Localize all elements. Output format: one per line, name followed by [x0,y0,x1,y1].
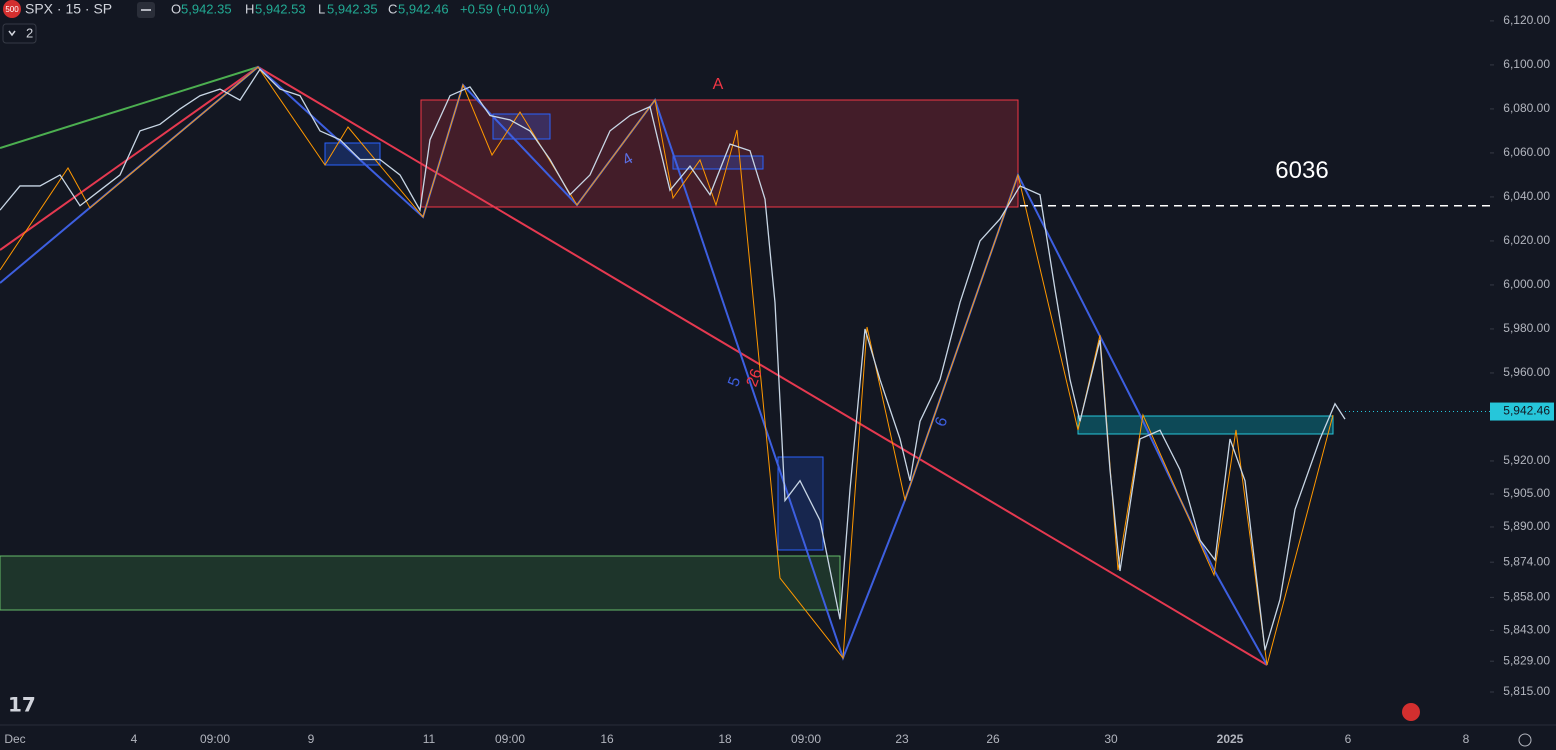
y-tick-label: 5,815.00 [1503,684,1550,698]
y-tick-label: 5,829.00 [1503,653,1550,667]
change-value: +0.59 (+0.01%) [460,1,550,16]
level-label: 6036 [1275,157,1328,184]
y-tick-label: 5,890.00 [1503,519,1550,533]
x-tick-label: 6 [1345,732,1352,746]
x-tick-label: 18 [718,732,732,746]
y-tick-label: 6,120.00 [1503,13,1550,27]
indicators-toggle[interactable] [2,23,37,44]
low-value: 5,942.35 [327,1,378,16]
header: 500 SPX · 15 · SP O 5,942.35 H 5,942.53 … [2,0,550,44]
annotation: 6 [932,415,951,429]
indicators-count: 2 [26,25,33,40]
y-tick-label: 5,960.00 [1503,365,1550,379]
x-tick-label: 09:00 [495,732,525,746]
y-tick-label: 5,905.00 [1503,486,1550,500]
drawings [0,65,1334,666]
y-tick-label: 5,858.00 [1503,590,1550,604]
last-price-tag [1490,402,1554,421]
y-tick-label: 6,040.00 [1503,189,1550,203]
open-value: 5,942.35 [181,1,232,16]
x-tick-label: 30 [1104,732,1118,746]
resistance-zone [1077,415,1334,435]
x-tick-label: 2025 [1217,732,1244,746]
market-flag[interactable] [1402,703,1420,721]
x-tick-label: 23 [895,732,909,746]
x-tick-label: 09:00 [200,732,230,746]
y-tick-label: 6,020.00 [1503,233,1550,247]
trend-line [0,66,259,149]
x-tick-label: 4 [131,732,138,746]
box [672,155,764,170]
supply-zone [420,99,1019,208]
x-tick-label: 09:00 [791,732,821,746]
wave-line [0,65,1268,666]
y-tick-label: 6,080.00 [1503,101,1550,115]
chevron [8,30,16,37]
price-line [0,68,1346,651]
demand-zone [0,555,841,611]
x-tick-label: 11 [423,732,436,746]
symbol-icon [3,0,21,18]
y-tick-label: 6,100.00 [1503,57,1550,71]
symbol-badge: 500 [5,5,19,14]
y-tick-label: 5,874.00 [1503,554,1550,568]
y-tick-label: 6,060.00 [1503,145,1550,159]
high-value: 5,942.53 [255,1,306,16]
low-label: L [318,1,325,16]
y-tick-label: 6,000.00 [1503,277,1550,291]
x-tick-label: 9 [308,732,315,746]
x-tick-label: Dec [4,732,25,746]
last-price-label: 5,942.46 [1503,404,1550,418]
x-tick-label: 26 [986,732,1000,746]
y-tick-label: 5,980.00 [1503,321,1550,335]
x-tick-label: 16 [600,732,614,746]
settings-button[interactable] [1518,733,1532,747]
annotation: A [713,76,724,93]
close-value: 5,942.46 [398,1,449,16]
annotation: 5 [725,375,744,389]
y-tick-label: 5,843.00 [1503,623,1550,637]
high-label: H [245,1,254,16]
annotation: 26 [744,367,766,390]
close-label: C [388,1,397,16]
open-label: O [171,1,181,16]
box [777,456,824,551]
x-tick-label: 8 [1463,732,1470,746]
logo: 𝟭𝟳 [8,694,36,716]
y-tick-label: 5,920.00 [1503,453,1550,467]
symbol[interactable]: SPX · 15 · SP [25,1,112,17]
